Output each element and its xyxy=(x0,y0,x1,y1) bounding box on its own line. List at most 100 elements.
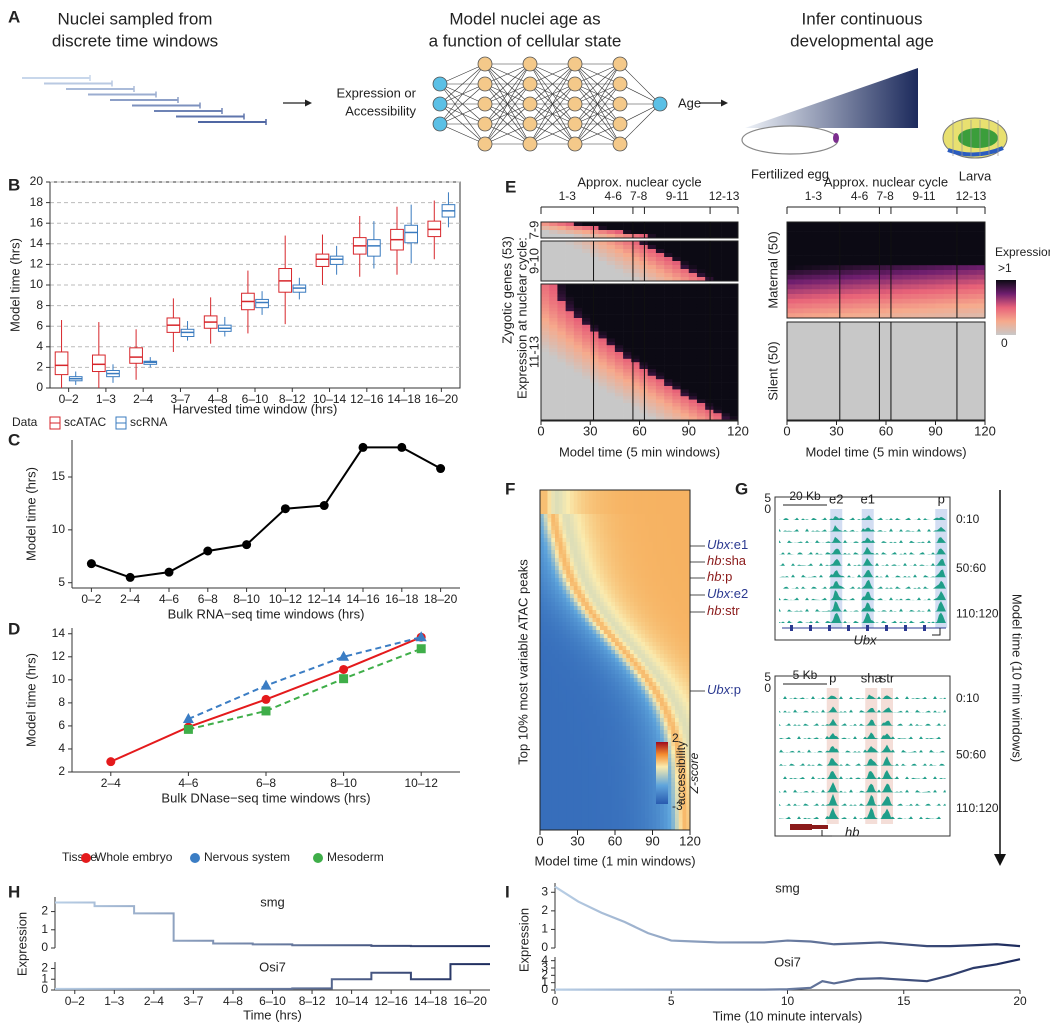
step-title: developmental age xyxy=(790,31,934,50)
heatmap-cell xyxy=(558,514,563,519)
heatmap-cell xyxy=(639,241,649,246)
heatmap-cell xyxy=(622,694,627,699)
heatmap-cell xyxy=(968,279,978,285)
heatmap-cell xyxy=(671,506,676,511)
heatmap-cell xyxy=(664,257,673,262)
heatmap-cell xyxy=(543,614,548,619)
heatmap-cell xyxy=(565,321,575,326)
heatmap-cell xyxy=(671,678,676,683)
heatmap-cell xyxy=(686,614,691,619)
heatmap-cell xyxy=(588,634,593,639)
heatmap-cell xyxy=(614,328,624,332)
heatmap-cell xyxy=(861,371,870,377)
heatmap-cell xyxy=(678,570,683,575)
heatmap-cell xyxy=(680,249,690,254)
heatmap-cell xyxy=(622,686,627,691)
heatmap-cell xyxy=(645,678,650,683)
heatmap-cell xyxy=(919,313,928,319)
heatmap-cell xyxy=(551,662,556,667)
heatmap-cell xyxy=(656,534,661,539)
heatmap-cell xyxy=(543,654,548,659)
heatmap-cell xyxy=(680,234,690,239)
heatmap-cell xyxy=(582,284,591,288)
heatmap-cell xyxy=(547,650,552,655)
heatmap-cell xyxy=(844,284,854,290)
x-axis-label: Time (10 minute intervals) xyxy=(713,1008,863,1023)
heatmap-cell xyxy=(647,277,657,282)
heatmap-cell xyxy=(540,514,545,519)
heatmap-cell xyxy=(886,246,895,252)
heatmap-cell xyxy=(577,562,582,567)
heatmap-cell xyxy=(543,642,548,647)
end-label: Larva xyxy=(959,168,992,183)
heatmap-cell xyxy=(551,602,556,607)
heatmap-cell xyxy=(549,304,558,309)
group-label: Expression at nuclear cycle: xyxy=(514,237,529,399)
heatmap-cell xyxy=(682,642,687,647)
heatmap-cell xyxy=(631,318,640,322)
heatmap-cell xyxy=(549,331,558,336)
panel-label: G xyxy=(735,479,748,498)
heatmap-cell xyxy=(647,389,657,394)
heatmap-cell xyxy=(795,361,804,367)
heatmap-cell xyxy=(558,574,563,579)
heatmap-cell xyxy=(582,362,591,366)
heatmap-cell xyxy=(655,222,665,227)
heatmap-cell xyxy=(656,594,661,599)
heatmap-cell xyxy=(606,386,616,390)
heatmap-cell xyxy=(803,241,813,247)
heatmap-cell xyxy=(844,265,854,271)
heatmap-cell xyxy=(894,265,903,271)
heatmap-cell xyxy=(631,269,640,274)
heatmap-cell xyxy=(592,494,597,499)
heatmap-cell xyxy=(667,666,672,671)
heatmap-cell xyxy=(672,294,681,298)
heatmap-cell xyxy=(633,682,638,687)
heatmap-cell xyxy=(618,674,623,679)
heatmap-cell xyxy=(869,303,879,309)
heatmap-cell xyxy=(696,273,706,278)
heatmap-cell xyxy=(686,638,691,643)
heatmap-cell xyxy=(551,666,556,671)
heatmap-cell xyxy=(675,566,680,571)
heatmap-cell xyxy=(622,510,627,515)
heatmap-cell xyxy=(541,328,550,332)
heatmap-cell xyxy=(540,586,545,591)
heatmap-cell xyxy=(667,538,672,543)
heatmap-cell xyxy=(596,578,601,583)
heatmap-cell xyxy=(581,578,586,583)
heatmap-cell xyxy=(671,510,676,515)
heatmap-cell xyxy=(910,331,920,337)
x-tick-label: 6–8 xyxy=(256,776,276,790)
heatmap-cell xyxy=(976,279,986,285)
heatmap-cell xyxy=(787,260,796,266)
heatmap-cell xyxy=(641,646,646,651)
heatmap-cell xyxy=(672,345,681,349)
heatmap-cell xyxy=(630,622,635,627)
heatmap-cell xyxy=(861,346,870,352)
y-tick-label: 3 xyxy=(541,960,548,974)
heatmap-cell xyxy=(611,522,616,527)
heatmap-cell xyxy=(631,245,640,250)
heatmap-cell xyxy=(678,514,683,519)
heatmap-cell xyxy=(663,622,668,627)
heatmap-cell xyxy=(869,274,879,280)
heatmap-cell xyxy=(611,518,616,523)
heatmap-cell xyxy=(540,670,545,675)
heatmap-cell xyxy=(611,618,616,623)
heatmap-cell xyxy=(935,390,945,396)
heatmap-cell xyxy=(853,351,862,357)
heatmap-cell xyxy=(547,562,552,567)
heatmap-cell xyxy=(551,530,556,535)
cycle-label: 4-6 xyxy=(605,189,623,203)
heatmap-cell xyxy=(570,566,575,571)
heatmap-cell xyxy=(611,650,616,655)
heatmap-cell xyxy=(960,336,969,342)
heatmap-cell xyxy=(672,257,681,262)
heatmap-cell xyxy=(631,328,640,332)
heatmap-cell xyxy=(721,261,731,266)
heatmap-cell xyxy=(861,289,870,295)
heatmap-cell xyxy=(869,395,879,401)
heatmap-cell xyxy=(705,261,714,266)
step-line xyxy=(55,963,490,990)
